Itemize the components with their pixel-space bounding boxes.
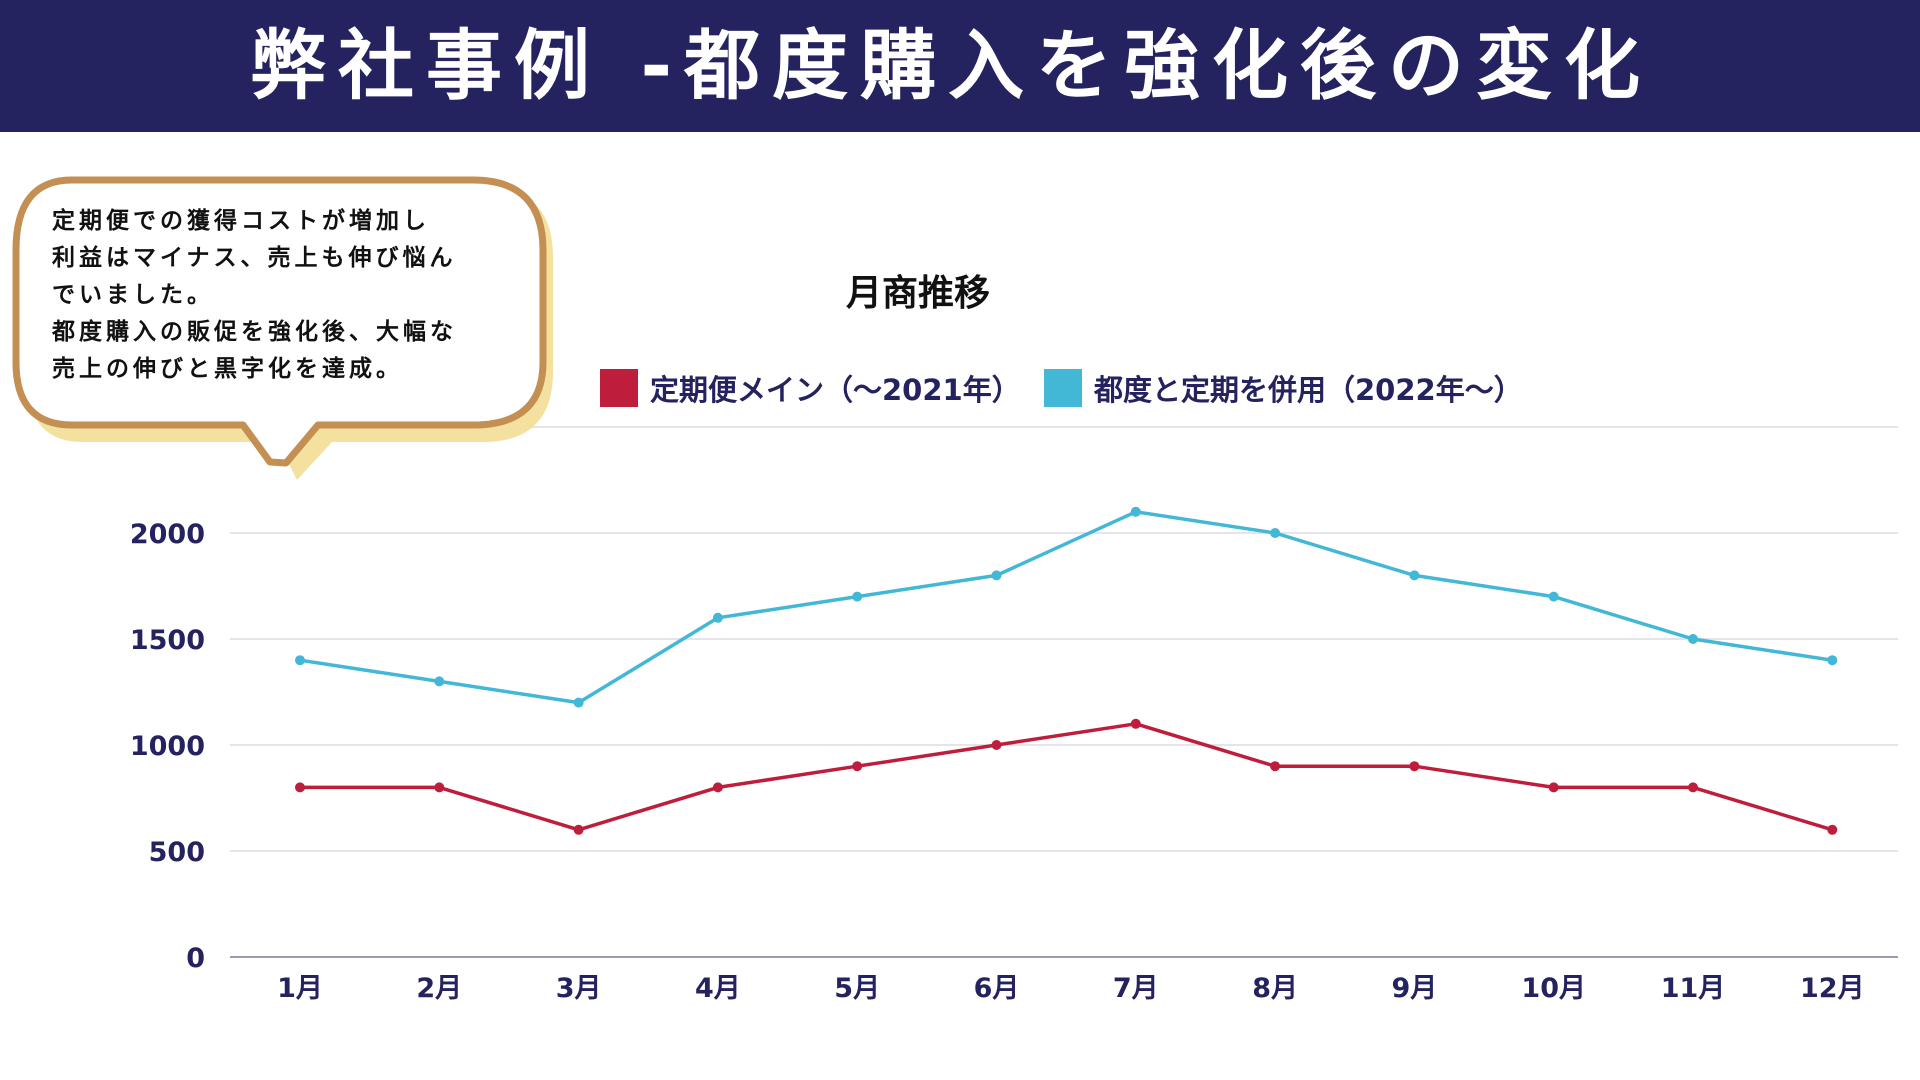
data-point xyxy=(573,697,584,708)
data-point xyxy=(295,655,305,666)
chart-grid xyxy=(230,426,1898,958)
callout-text: 定期便での獲得コストが増加し 利益はマイナス、売上も伸び悩ん でいました。 都度… xyxy=(52,203,522,388)
x-tick-label: 12月 xyxy=(1800,973,1865,1004)
legend-label: 定期便メイン（～2021年） xyxy=(650,373,1021,407)
header-bar: 弊社事例 -都度購入を強化後の変化 xyxy=(0,0,1920,132)
data-point xyxy=(434,676,445,687)
data-point xyxy=(1130,718,1141,729)
x-tick-label: 3月 xyxy=(556,973,602,1004)
callout-bubble-body xyxy=(12,176,547,467)
callout-line: 売上の伸びと黒字化を達成。 xyxy=(52,356,403,382)
data-point xyxy=(712,782,723,793)
x-tick-label: 11月 xyxy=(1661,973,1726,1004)
x-tick-label: 8月 xyxy=(1252,973,1298,1004)
chart-series xyxy=(295,506,1838,835)
legend-label: 都度と定期を併用（2022年～） xyxy=(1093,373,1523,407)
x-tick-label: 2月 xyxy=(416,973,462,1004)
callout-line: 利益はマイナス、売上も伸び悩ん xyxy=(52,245,457,271)
y-tick-label: 1500 xyxy=(130,625,205,656)
legend-swatch xyxy=(1044,369,1082,407)
y-tick-label: 500 xyxy=(149,837,205,868)
x-tick-label: 10月 xyxy=(1521,973,1586,1004)
data-point xyxy=(1548,782,1559,793)
data-point xyxy=(434,782,445,793)
y-tick-label: 0 xyxy=(186,943,205,974)
data-point xyxy=(712,612,723,623)
y-tick-label: 2000 xyxy=(130,519,205,550)
x-tick-label: 6月 xyxy=(974,973,1020,1004)
data-point xyxy=(991,570,1002,581)
data-point xyxy=(852,761,863,772)
y-tick-label: 1000 xyxy=(130,731,205,762)
data-point xyxy=(1548,591,1559,602)
legend-swatch xyxy=(600,369,638,407)
x-axis: 1月 2月 3月 4月 5月 6月 7月 8月 9月 10月 11月 12月 xyxy=(277,973,1864,1004)
x-tick-label: 5月 xyxy=(834,973,880,1004)
data-point xyxy=(1688,634,1698,644)
data-point xyxy=(295,782,305,793)
callout-line: 定期便での獲得コストが増加し xyxy=(52,208,430,234)
callout-line: 都度購入の販促を強化後、大幅な xyxy=(52,319,457,345)
data-point xyxy=(1270,761,1281,772)
data-point xyxy=(852,591,863,602)
data-point xyxy=(1130,506,1141,517)
data-point xyxy=(1827,824,1838,835)
chart-legend: 定期便メイン（～2021年） 都度と定期を併用（2022年～） xyxy=(600,369,1523,407)
series-line xyxy=(299,510,1833,705)
series-group xyxy=(295,718,1838,835)
x-tick-label: 4月 xyxy=(695,973,741,1004)
page-title: 弊社事例 -都度購入を強化後の変化 xyxy=(250,21,1653,110)
data-point xyxy=(991,740,1002,750)
data-point xyxy=(1409,570,1420,581)
y-axis: 05001000150020002500 xyxy=(130,413,205,974)
data-point xyxy=(1827,655,1838,666)
series-group xyxy=(295,506,1838,708)
x-tick-label: 7月 xyxy=(1113,973,1159,1004)
callout-line: でいました。 xyxy=(52,282,214,308)
data-point xyxy=(573,824,584,835)
series-line xyxy=(300,722,1833,832)
x-tick-label: 1月 xyxy=(277,973,323,1004)
x-tick-label: 9月 xyxy=(1392,973,1438,1004)
callout-bubble xyxy=(12,176,553,480)
chart-title: 月商推移 xyxy=(846,273,990,314)
data-point xyxy=(1270,528,1281,538)
data-point xyxy=(1688,782,1698,793)
data-point xyxy=(1409,761,1420,772)
